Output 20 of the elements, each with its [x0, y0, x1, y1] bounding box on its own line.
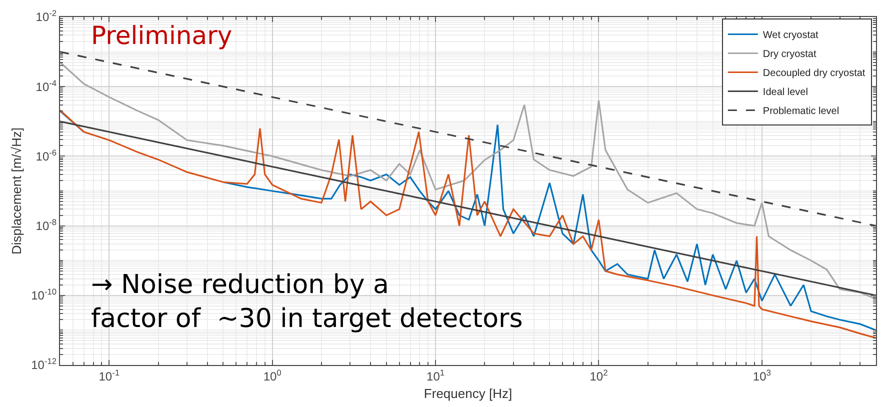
y-tick-label: 10$^{-12}$	[31, 356, 57, 372]
x-tick-label: 10$^{0}$	[263, 367, 282, 384]
x-tick-label: 10$^{-1}$	[98, 367, 120, 384]
y-tick-label: 10$^{-4}$	[36, 78, 57, 94]
y-tick-label: 10$^{-6}$	[36, 147, 57, 164]
x-tick-label: 10$^{2}$	[590, 367, 608, 384]
legend-label: Wet cryostat	[762, 30, 819, 42]
legend-label: Decoupled dry cryostat	[762, 68, 866, 80]
annotation: → Noise reduction by a factor of ~30 in target detectors	[91, 270, 523, 334]
legend-label: Problematic level	[762, 106, 840, 118]
x-axis-title: Frequency [Hz]	[424, 386, 512, 401]
x-tick-label: 10$^{1}$	[426, 367, 445, 384]
annotation: Preliminary	[91, 21, 232, 50]
x-tick-label: 10$^{3}$	[752, 367, 772, 384]
y-axis-title: Displacement [m/√Hz]	[9, 127, 24, 255]
legend-label: Dry cryostat	[762, 49, 816, 60]
y-tick-label: 10$^{-2}$	[36, 8, 57, 24]
y-tick-label: 10$^{-10}$	[31, 286, 57, 303]
legend-label: Ideal level	[762, 87, 808, 98]
y-tick-label: 10$^{-8}$	[36, 216, 57, 233]
